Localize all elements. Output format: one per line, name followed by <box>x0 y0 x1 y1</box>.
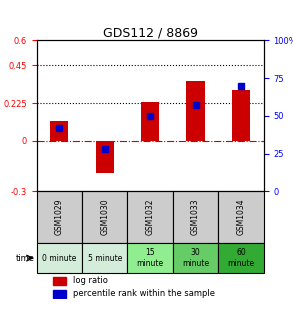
Bar <box>52 290 66 298</box>
Bar <box>232 90 250 141</box>
Text: GSM1029: GSM1029 <box>55 199 64 235</box>
Bar <box>50 121 68 141</box>
Text: 15
minute: 15 minute <box>137 248 164 268</box>
FancyBboxPatch shape <box>218 191 264 243</box>
Text: percentile rank within the sample: percentile rank within the sample <box>73 289 215 298</box>
Bar <box>141 101 159 141</box>
Text: GSM1033: GSM1033 <box>191 199 200 236</box>
Text: 5 minute: 5 minute <box>88 254 122 262</box>
Title: GDS112 / 8869: GDS112 / 8869 <box>103 26 198 39</box>
Text: 0 minute: 0 minute <box>42 254 76 262</box>
Text: GSM1032: GSM1032 <box>146 199 155 235</box>
FancyBboxPatch shape <box>37 191 82 243</box>
FancyBboxPatch shape <box>173 243 218 273</box>
FancyBboxPatch shape <box>218 243 264 273</box>
FancyBboxPatch shape <box>173 191 218 243</box>
FancyBboxPatch shape <box>127 243 173 273</box>
FancyBboxPatch shape <box>82 243 127 273</box>
Bar <box>52 277 66 285</box>
Bar <box>96 141 114 173</box>
FancyBboxPatch shape <box>37 243 82 273</box>
Text: log ratio: log ratio <box>73 276 108 285</box>
FancyBboxPatch shape <box>127 191 173 243</box>
Text: 30
minute: 30 minute <box>182 248 209 268</box>
Text: time: time <box>15 254 34 262</box>
Text: GSM1034: GSM1034 <box>236 199 246 236</box>
Bar <box>186 81 205 141</box>
Text: GSM1030: GSM1030 <box>100 199 109 236</box>
Text: 60
minute: 60 minute <box>227 248 255 268</box>
FancyBboxPatch shape <box>82 191 127 243</box>
